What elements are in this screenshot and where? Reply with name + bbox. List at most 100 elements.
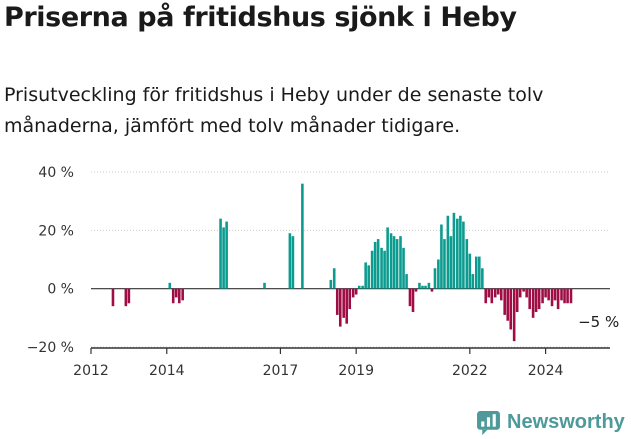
bar (547, 288, 550, 301)
last-value-label: −5 % (578, 313, 619, 331)
bar (288, 233, 292, 289)
bar (373, 242, 377, 289)
bar (449, 236, 453, 289)
x-tick-label: 2014 (149, 363, 185, 379)
bar (351, 288, 355, 298)
y-tick-label: 40 % (38, 165, 74, 181)
bar (174, 288, 178, 298)
bar (411, 288, 415, 312)
bar (421, 285, 424, 289)
bar (518, 288, 522, 298)
bar (345, 288, 349, 324)
bar-chart: 40 % 20 % 0 % −20 % 2012 2014 2017 2019 2022 202… (27, 165, 620, 379)
bars (111, 183, 573, 342)
bar (553, 288, 557, 301)
bar (459, 215, 462, 289)
bar (515, 288, 519, 312)
bar (474, 256, 478, 289)
annotations: −5 % (578, 313, 619, 331)
bar (560, 288, 563, 301)
bar (499, 288, 503, 301)
bar (509, 288, 513, 330)
bar (348, 288, 352, 310)
bar (383, 250, 386, 289)
bar (127, 288, 131, 304)
bar (493, 288, 497, 298)
x-tick-label: 2017 (263, 363, 299, 379)
bar (525, 288, 528, 298)
bar (556, 288, 560, 310)
bar (544, 288, 547, 298)
bar (531, 288, 535, 318)
bar (443, 239, 446, 289)
x-tick-label: 2024 (528, 363, 564, 379)
x-axis: 2012 2014 2017 2019 2022 2024 (73, 347, 610, 379)
bar (468, 253, 472, 289)
bar (566, 288, 569, 304)
bar (430, 288, 434, 292)
brand-logo[interactable]: Newsworthy (476, 408, 625, 436)
y-tick-label: 0 % (47, 282, 74, 298)
bar (424, 285, 427, 289)
bar (332, 268, 336, 289)
bar (418, 282, 421, 289)
x-tick-label: 2022 (452, 363, 488, 379)
bar (405, 274, 408, 289)
bar (569, 288, 573, 304)
bar (291, 236, 295, 289)
bar (370, 250, 374, 289)
brand-name: Newsworthy (507, 410, 625, 433)
bar (503, 288, 506, 315)
bar (354, 288, 358, 295)
bar (408, 288, 412, 307)
bar (124, 288, 128, 307)
bar (402, 247, 405, 289)
bar (446, 215, 450, 289)
bar (111, 288, 115, 307)
bar (478, 256, 481, 289)
bar (399, 236, 402, 289)
bar (534, 288, 538, 312)
chart-title: Priserna på fritidshus sjönk i Heby (4, 2, 517, 33)
y-axis: 40 % 20 % 0 % −20 % (27, 165, 74, 356)
gridlines (91, 171, 610, 348)
bar (522, 288, 525, 292)
bar (329, 279, 333, 289)
bar (490, 288, 494, 304)
x-tick-label: 2019 (338, 363, 374, 379)
bar (456, 218, 459, 289)
bar (433, 268, 437, 289)
bar (462, 221, 465, 289)
bar (168, 282, 172, 289)
newsworthy-logo-icon (477, 410, 500, 435)
bar (364, 262, 367, 289)
bar (496, 288, 500, 295)
bar (301, 183, 304, 289)
bar (392, 236, 396, 289)
bar (386, 227, 389, 289)
bar (225, 221, 228, 289)
bar (550, 288, 554, 307)
bar (342, 288, 345, 318)
bar (338, 288, 342, 327)
bar (437, 259, 440, 289)
bar (506, 288, 510, 321)
bar (357, 285, 361, 289)
bar (537, 288, 541, 310)
bar (471, 274, 475, 289)
bar (487, 288, 491, 298)
bar (171, 288, 175, 304)
bar (427, 282, 431, 289)
bar (380, 247, 383, 289)
bar (563, 288, 566, 304)
bar (395, 239, 399, 289)
bar (481, 268, 484, 289)
bar (541, 288, 544, 304)
x-tick-label: 2012 (73, 363, 109, 379)
bar (484, 288, 488, 304)
bar (389, 233, 393, 289)
bar (465, 239, 469, 289)
bar (177, 288, 181, 304)
bar (376, 239, 380, 289)
chart-subtitle: Prisutveckling för fritidshus i Heby und… (4, 84, 544, 137)
